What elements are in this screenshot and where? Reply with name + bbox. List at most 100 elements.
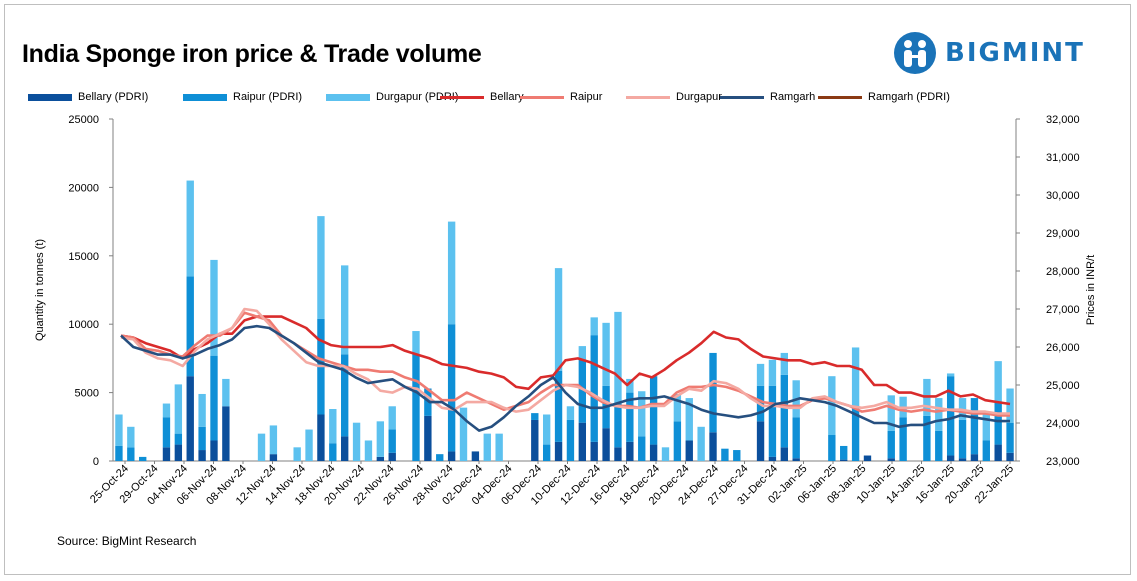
bar-raipur-pdri xyxy=(174,433,183,445)
bar-raipur-pdri xyxy=(388,429,396,453)
bar-raipur-pdri xyxy=(578,359,587,423)
bar-raipur-pdri xyxy=(1006,422,1014,453)
bar-raipur-pdri xyxy=(412,354,420,461)
bar-raipur-pdri xyxy=(115,445,123,461)
bar-bellary-pdri xyxy=(186,376,194,461)
bar-bellary-pdri xyxy=(970,454,979,461)
bar-raipur-pdri xyxy=(923,415,931,461)
bar-durgapur-pdri xyxy=(602,322,610,386)
y-tick-label: 10000 xyxy=(68,319,99,331)
bar-bellary-pdri xyxy=(614,447,622,461)
bar-durgapur-pdri xyxy=(935,398,943,431)
bar-durgapur-pdri xyxy=(780,352,788,375)
bar-durgapur-pdri xyxy=(851,347,860,407)
bar-bellary-pdri xyxy=(756,421,765,461)
bar-raipur-pdri xyxy=(673,421,682,461)
bar-durgapur-pdri xyxy=(364,440,373,461)
bar-durgapur-pdri xyxy=(222,378,230,407)
bar-durgapur-pdri xyxy=(483,433,491,461)
bar-raipur-pdri xyxy=(970,398,979,455)
bar-raipur-pdri xyxy=(638,436,646,461)
bar-durgapur-pdri xyxy=(305,429,313,461)
bar-raipur-pdri xyxy=(709,352,717,433)
lines-group xyxy=(120,307,1011,432)
legend-label: Durgapur (PDRI) xyxy=(376,91,459,103)
bar-raipur-pdri xyxy=(139,456,147,461)
legend-item-durgapur: Durgapur xyxy=(626,89,722,105)
bar-durgapur-pdri xyxy=(127,426,135,448)
bar-bellary-pdri xyxy=(198,450,206,461)
bar-durgapur-pdri xyxy=(685,398,693,441)
bar-durgapur-pdri xyxy=(162,403,171,418)
bar-durgapur-pdri xyxy=(554,268,563,371)
bar-durgapur-pdri xyxy=(661,447,670,461)
bar-bellary-pdri xyxy=(210,440,218,461)
bigmint-logo-icon xyxy=(894,32,936,74)
bar-durgapur-pdri xyxy=(317,216,325,319)
y2-tick-label: 31,000 xyxy=(1046,152,1080,164)
bar-durgapur-pdri xyxy=(376,421,385,457)
bar-durgapur-pdri xyxy=(614,311,622,404)
bar-durgapur-pdri xyxy=(590,317,598,336)
bar-durgapur-pdri xyxy=(946,373,955,377)
bar-durgapur-pdri xyxy=(697,426,705,461)
legend-swatch xyxy=(720,95,764,99)
bar-raipur-pdri xyxy=(590,335,598,442)
legend-swatch xyxy=(520,95,564,99)
legend-label: Raipur (PDRI) xyxy=(233,91,303,103)
y2-tick-label: 32,000 xyxy=(1046,114,1080,126)
bar-raipur-pdri xyxy=(341,354,349,437)
bar-bellary-pdri xyxy=(424,415,432,461)
bar-bellary-pdri xyxy=(792,458,800,461)
bar-raipur-pdri xyxy=(447,324,456,452)
y-axis-label: Quantity in tonnes (t) xyxy=(34,239,46,341)
bar-bellary-pdri xyxy=(685,440,693,461)
bar-bellary-pdri xyxy=(649,444,658,461)
bar-durgapur-pdri xyxy=(495,433,503,461)
bar-durgapur-pdri xyxy=(768,359,777,386)
bar-raipur-pdri xyxy=(127,447,135,461)
bar-bellary-pdri xyxy=(958,458,967,461)
legend-label: Durgapur xyxy=(676,91,722,103)
y2-tick-label: 23,000 xyxy=(1046,456,1080,468)
bar-bellary-pdri xyxy=(447,451,456,461)
bar-bellary-pdri xyxy=(626,441,634,461)
y-tick-label: 5000 xyxy=(75,388,99,400)
legend-label: Raipur xyxy=(570,91,603,103)
bar-bellary-pdri xyxy=(162,447,171,461)
legend-item-bellary-pdri: Bellary (PDRI) xyxy=(28,89,148,105)
bar-raipur-pdri xyxy=(828,435,836,461)
legend-item-raipur-pdri: Raipur (PDRI) xyxy=(183,89,302,105)
bar-raipur-pdri xyxy=(958,419,967,459)
y2-tick-label: 26,000 xyxy=(1046,342,1080,354)
bar-bellary-pdri xyxy=(590,441,598,461)
bar-bellary-pdri xyxy=(531,419,539,461)
y2-tick-label: 25,000 xyxy=(1046,380,1080,392)
bar-durgapur-pdri xyxy=(566,406,575,420)
bar-raipur-pdri xyxy=(935,430,943,461)
source-note: Source: BigMint Research xyxy=(57,534,197,548)
bar-raipur-pdri xyxy=(198,426,206,451)
bar-raipur-pdri xyxy=(329,443,337,461)
bar-raipur-pdri xyxy=(733,450,741,461)
bar-raipur-pdri xyxy=(531,413,539,420)
bar-raipur-pdri xyxy=(887,430,895,459)
bar-durgapur-pdri xyxy=(341,265,349,355)
bar-bellary-pdri xyxy=(341,436,349,461)
bar-raipur-pdri xyxy=(162,417,171,448)
y2-tick-label: 29,000 xyxy=(1046,228,1080,240)
bar-durgapur-pdri xyxy=(186,180,194,277)
line-bellary xyxy=(120,315,1011,406)
legend-swatch xyxy=(440,95,484,99)
bar-durgapur-pdri xyxy=(887,395,895,431)
bar-durgapur-pdri xyxy=(673,393,682,422)
bar-bellary-pdri xyxy=(946,455,955,461)
bar-bellary-pdri xyxy=(1006,452,1014,461)
y-tick-label: 15000 xyxy=(68,251,99,263)
legend-item-bellary: Bellary xyxy=(440,89,524,105)
bar-durgapur-pdri xyxy=(174,384,183,434)
legend: Bellary (PDRI) Raipur (PDRI) Durgapur (P… xyxy=(28,89,1028,105)
line-durgapur xyxy=(120,307,1010,415)
bar-bellary-pdri xyxy=(317,414,325,461)
